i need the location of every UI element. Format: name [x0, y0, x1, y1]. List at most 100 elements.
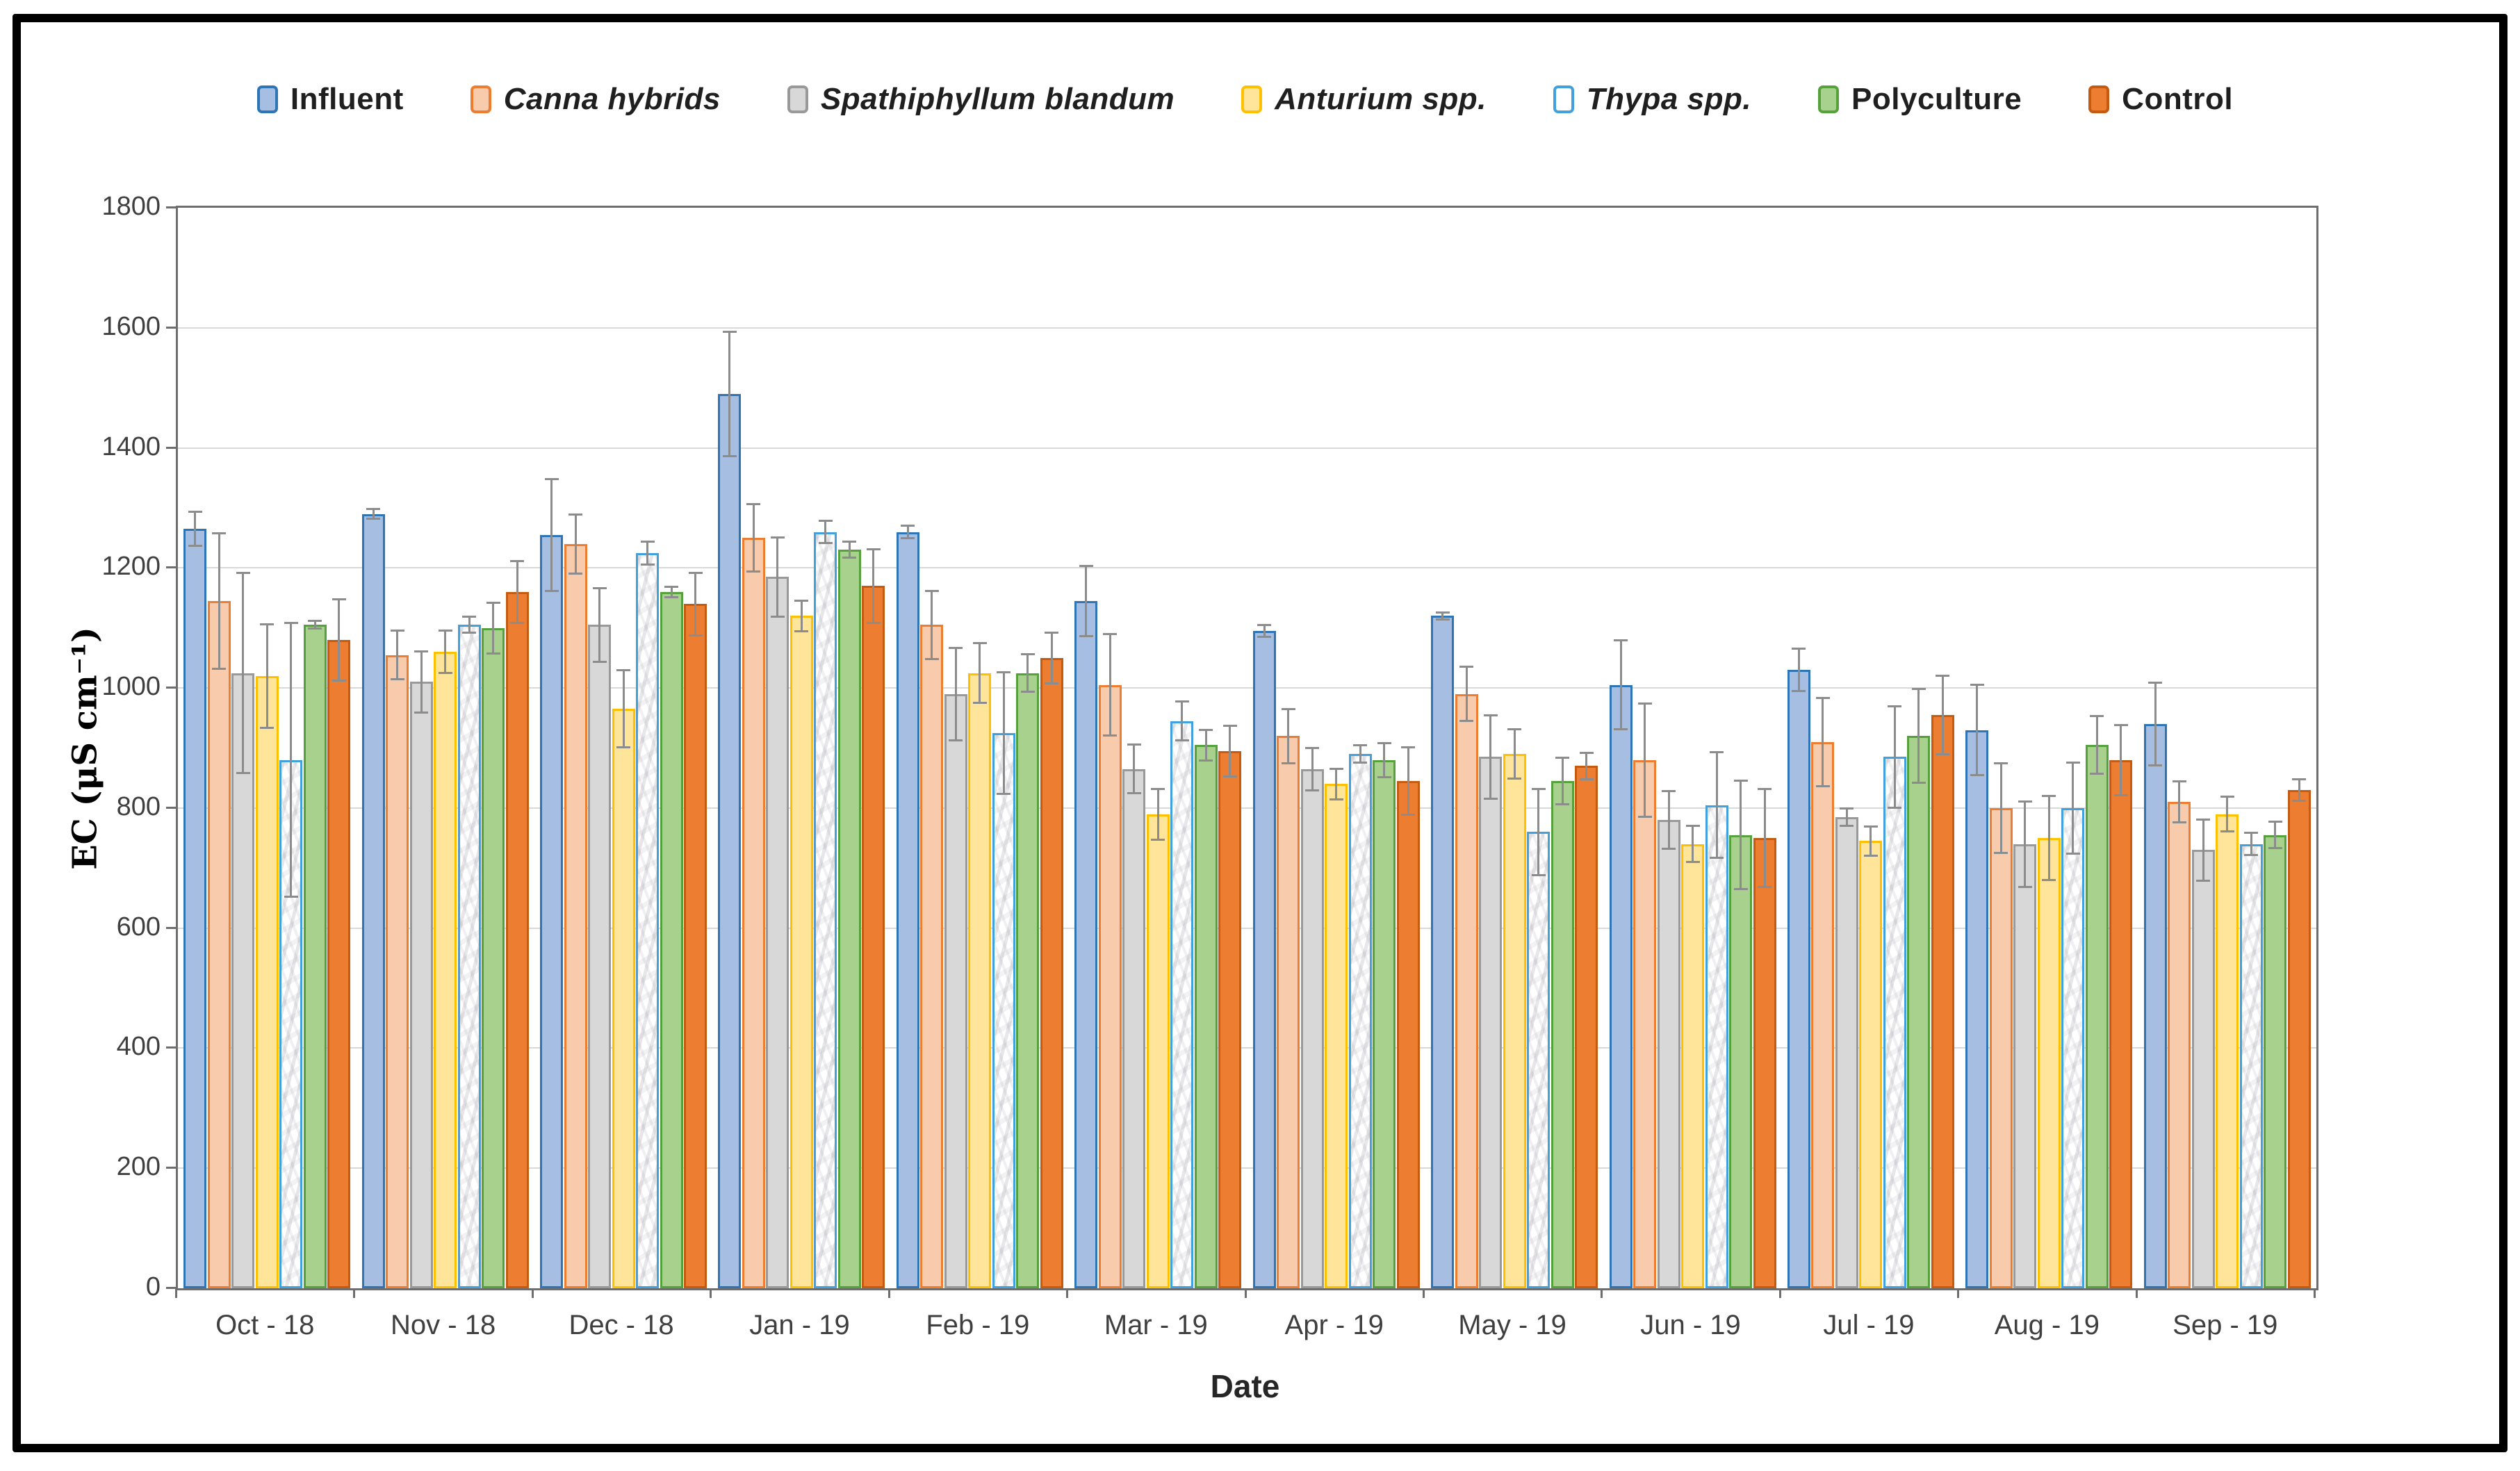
error-bar-line	[1845, 807, 1848, 827]
error-bar-line	[1133, 743, 1136, 794]
bar-control-jan-19	[862, 586, 885, 1288]
bar-influent-nov-18	[361, 513, 385, 1288]
error-bar-line	[1822, 697, 1824, 787]
error-bar-line	[2024, 800, 2027, 888]
error-bar-cap-top	[818, 520, 833, 523]
y-tick-label-1800: 1800	[101, 192, 161, 221]
error-bar-cap-top	[1733, 780, 1748, 782]
error-bar-line	[872, 548, 875, 624]
error-bar-cap-top	[2090, 714, 2104, 717]
legend-item-anturium-spp: Anturium spp.	[1241, 82, 1487, 117]
error-bar-cap-bottom	[2292, 800, 2307, 803]
bar-spathiphyllum-blandum-sep-19	[2191, 850, 2215, 1288]
error-bar-line	[2120, 723, 2122, 796]
error-bar-cap-bottom	[2018, 885, 2032, 888]
error-bar-line	[372, 507, 375, 520]
error-bar-cap-top	[972, 642, 987, 645]
x-tick-mark	[887, 1288, 890, 1298]
legend-item-control: Control	[2088, 82, 2233, 117]
y-tick-mark	[166, 806, 176, 809]
error-bar-cap-bottom	[794, 630, 809, 632]
bar-influent-jun-19	[1609, 684, 1633, 1288]
error-bar-cap-top	[1483, 714, 1498, 717]
bar-spathiphyllum-blandum-oct-18	[231, 673, 255, 1288]
error-bar-line	[1715, 750, 1718, 860]
error-bar-cap-bottom	[1662, 848, 1676, 850]
legend-label-influent: Influent	[290, 82, 404, 116]
gridline-600	[178, 927, 2316, 929]
x-axis-title: Date	[1210, 1368, 1280, 1404]
error-bar-cap-bottom	[664, 595, 679, 598]
error-bar-cap-top	[1888, 705, 1902, 708]
error-bar-cap-top	[1459, 666, 1474, 668]
bar-canna-hybrids-nov-18	[386, 655, 409, 1288]
bar-polyculture-aug-19	[2085, 745, 2109, 1288]
error-bar-line	[1311, 746, 1314, 791]
error-bar-line	[2178, 780, 2181, 824]
error-bar-cap-top	[1994, 762, 2008, 765]
bar-polyculture-mar-19	[1194, 745, 1218, 1288]
error-bar-cap-top	[1614, 639, 1628, 642]
y-tick-mark	[166, 1167, 176, 1169]
error-bar-cap-bottom	[2196, 880, 2211, 882]
bar-influent-feb-19	[896, 532, 919, 1288]
error-bar-cap-bottom	[1483, 797, 1498, 800]
error-bar-cap-top	[212, 532, 227, 534]
error-bar-cap-top	[997, 671, 1011, 673]
error-bar-line	[1204, 728, 1207, 762]
error-bar-cap-bottom	[1637, 815, 1652, 818]
bar-canna-hybrids-aug-19	[1989, 807, 2013, 1288]
error-bar-cap-top	[1305, 746, 1320, 749]
bar-anturium-spp-jul-19	[1859, 841, 1883, 1288]
error-bar-cap-top	[284, 622, 298, 625]
legend-swatch-polyculture	[1818, 85, 1840, 113]
bar-spathiphyllum-blandum-mar-19	[1122, 769, 1146, 1288]
x-tick-mark	[1422, 1288, 1425, 1298]
error-bar-line	[670, 586, 673, 598]
error-bar-cap-bottom	[188, 545, 202, 548]
error-bar-cap-top	[438, 630, 452, 632]
error-bar-line	[1359, 744, 1361, 764]
error-bar-line	[218, 532, 220, 671]
error-bar-cap-top	[1257, 623, 1272, 626]
x-tick-mark	[175, 1288, 177, 1298]
bar-control-jun-19	[1753, 838, 1776, 1288]
error-bar-cap-top	[510, 560, 525, 563]
error-bar-cap-bottom	[1175, 739, 1189, 741]
y-tick-label-1200: 1200	[101, 552, 161, 582]
error-bar-line	[2154, 681, 2157, 767]
error-bar-cap-top	[1377, 741, 1391, 744]
error-bar-line	[1537, 787, 1540, 877]
bar-canna-hybrids-oct-18	[207, 600, 231, 1288]
error-bar-line	[622, 669, 625, 749]
error-bar-line	[574, 513, 577, 575]
bar-spathiphyllum-blandum-jan-19	[766, 577, 789, 1288]
error-bar-cap-top	[486, 601, 500, 604]
error-bar-cap-bottom	[1257, 636, 1272, 639]
error-bar-line	[800, 600, 803, 632]
y-tick-label-1400: 1400	[101, 432, 161, 461]
error-bar-cap-bottom	[746, 570, 761, 573]
error-bar-line	[468, 616, 471, 634]
x-tick-label-dec-18: Dec - 18	[568, 1310, 674, 1340]
bar-thypa-spp-dec-18	[636, 552, 660, 1288]
error-bar-cap-top	[1936, 675, 1950, 677]
error-bar-cap-top	[414, 650, 429, 652]
y-tick-label-600: 600	[116, 912, 161, 942]
error-bar-line	[1002, 671, 1005, 795]
legend-swatch-influent	[256, 85, 278, 113]
error-bar-line	[492, 601, 495, 655]
error-bar-line	[776, 536, 779, 618]
error-bar-cap-top	[1079, 565, 1093, 567]
error-bar-line	[906, 525, 909, 539]
legend-swatch-anturium-spp	[1241, 85, 1263, 113]
error-bar-cap-bottom	[1281, 762, 1295, 764]
bar-polyculture-jun-19	[1729, 835, 1753, 1288]
x-tick-label-jul-19: Jul - 19	[1823, 1310, 1915, 1340]
error-bar-cap-bottom	[1401, 814, 1416, 816]
error-bar-line	[1181, 700, 1184, 741]
x-tick-label-jan-19: Jan - 19	[749, 1310, 850, 1340]
x-tick-mark	[710, 1288, 712, 1298]
error-bar-cap-top	[1911, 688, 1926, 691]
